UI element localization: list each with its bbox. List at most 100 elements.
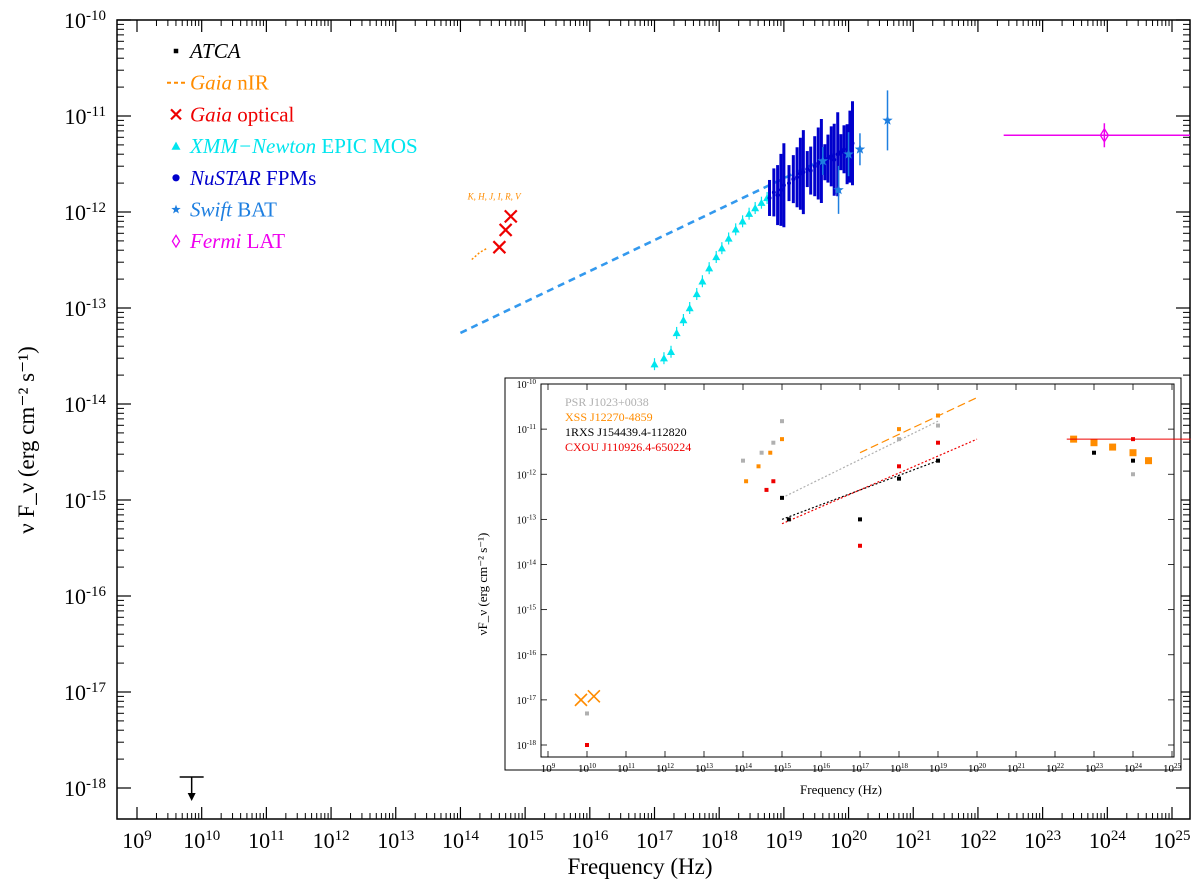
data-point	[798, 171, 803, 176]
y-tick-label: 10-16	[64, 584, 106, 609]
y-tick-label: 10-13	[64, 296, 106, 321]
legend-entry-gaia_nir: Gaia nIR	[190, 71, 269, 95]
data-point	[698, 277, 707, 285]
inset-data-point	[585, 711, 589, 716]
data-point	[838, 150, 843, 155]
data-point	[882, 114, 893, 125]
data-point	[841, 147, 846, 152]
inset-legend-entry: XSS J12270-4859	[565, 410, 653, 424]
x-tick-label: 1013	[377, 828, 414, 853]
inset-data-point	[936, 458, 940, 463]
data-point	[705, 264, 714, 272]
x-tick-label: 1023	[1024, 828, 1061, 853]
data-point	[171, 204, 181, 214]
inset-y-tick-label: 10-12	[517, 468, 537, 481]
data-point	[771, 190, 776, 195]
y-tick-label: 10-15	[64, 488, 106, 513]
inset-x-axis-label: Frequency (Hz)	[800, 782, 882, 797]
series-xmm	[650, 191, 772, 371]
inset-data-point	[780, 419, 784, 424]
x-tick-label: 1024	[1089, 828, 1127, 853]
inset-x-tick-label: 1020	[968, 762, 987, 775]
data-point	[751, 204, 760, 212]
inset-series-0	[585, 419, 1135, 716]
inset-x-tick-label: 1021	[1007, 762, 1026, 775]
inset-data-point	[744, 479, 749, 484]
x-tick-label: 1012	[313, 828, 350, 853]
main-plot-frame	[116, 19, 1191, 820]
data-point	[832, 157, 837, 162]
data-point	[805, 167, 810, 172]
data-point	[738, 217, 747, 225]
inset-x-tick-label: 1010	[578, 762, 597, 775]
data-point	[850, 141, 855, 146]
series-fermi	[1003, 123, 1190, 148]
data-point	[833, 184, 844, 195]
data-point	[712, 252, 721, 261]
y-tick-label: 10-10	[64, 8, 106, 33]
data-point	[812, 164, 817, 169]
inset-data-point	[897, 437, 901, 442]
inset-data-point	[1092, 450, 1096, 455]
inset-data-point	[759, 450, 764, 455]
data-point	[724, 234, 733, 242]
x-tick-label: 1011	[248, 828, 284, 853]
inset-data-point	[936, 413, 940, 418]
inset-data-point	[1129, 449, 1137, 457]
y-tick-label: 10-11	[65, 104, 106, 129]
inset-y-tick-label: 10-17	[517, 694, 537, 707]
inset-data-point	[574, 693, 588, 707]
inset-x-tick-label: 1019	[929, 762, 948, 775]
upper-limit-arrow	[187, 793, 196, 802]
data-point	[843, 148, 854, 159]
legend-entry-xmm: XMM−Newton EPIC MOS	[189, 134, 418, 158]
data-point	[731, 225, 740, 233]
inset-y-tick-label: 10-14	[517, 559, 537, 572]
inset-x-tick-label: 1011	[617, 762, 635, 775]
inset-trend-line	[781, 438, 978, 525]
data-point	[835, 152, 840, 157]
data-point	[173, 48, 179, 54]
inset-plot-frame	[540, 383, 1175, 758]
inset-x-tick-label: 1016	[812, 762, 831, 775]
x-tick-label: 1017	[636, 828, 674, 853]
inset-data-point	[1131, 458, 1135, 463]
data-point	[829, 154, 834, 159]
x-tick-label: 1025	[1154, 828, 1191, 853]
inset-data-point	[897, 427, 901, 432]
inset-data-point	[780, 437, 784, 442]
series-nustar	[767, 101, 855, 228]
data-point	[1099, 127, 1110, 144]
inset-data-point	[771, 479, 776, 484]
inset-data-point	[858, 543, 862, 548]
inset-data-point	[897, 476, 901, 481]
data-point	[854, 143, 866, 154]
legend-entry-fermi: Fermi LAT	[189, 229, 285, 253]
data-point	[775, 193, 780, 198]
inset-x-tick-label: 1012	[656, 762, 675, 775]
cross-stroke	[170, 108, 182, 121]
inset-data-point	[1090, 439, 1098, 447]
inset-y-axis-label: νF_ν (erg cm⁻² s⁻¹)	[475, 533, 490, 636]
x-tick-label: 109	[122, 828, 152, 853]
x-tick-label: 1019	[765, 828, 802, 853]
inset-data-point	[786, 517, 791, 522]
y-tick-label: 10-17	[64, 680, 106, 705]
inset-legend-entry: PSR J1023+0038	[565, 395, 649, 409]
y-tick-label: 10-18	[64, 776, 106, 801]
legend-entry-swift: Swift BAT	[190, 198, 277, 222]
y-tick-label: 10-14	[64, 392, 106, 417]
inset-trend-line	[859, 397, 978, 454]
legend-entry-gaia_opt: Gaia optical	[190, 102, 295, 126]
data-point	[817, 155, 829, 166]
data-point	[667, 347, 676, 355]
x-tick-label: 1016	[571, 828, 609, 853]
series-gaia_nir	[471, 247, 488, 261]
data-point	[795, 175, 800, 180]
x-tick-label: 1010	[183, 828, 220, 853]
inset-x-tick-label: 1022	[1046, 762, 1065, 775]
main-axes: 109 1010 1011 1012 1013 1014 1015 1016 1017 1018 1…	[64, 8, 1191, 853]
cross-stroke	[492, 240, 507, 254]
inset-axes: 109 1010 1011 1012 1013 1014 1015 1016 1017 1018 1…	[517, 378, 1182, 775]
